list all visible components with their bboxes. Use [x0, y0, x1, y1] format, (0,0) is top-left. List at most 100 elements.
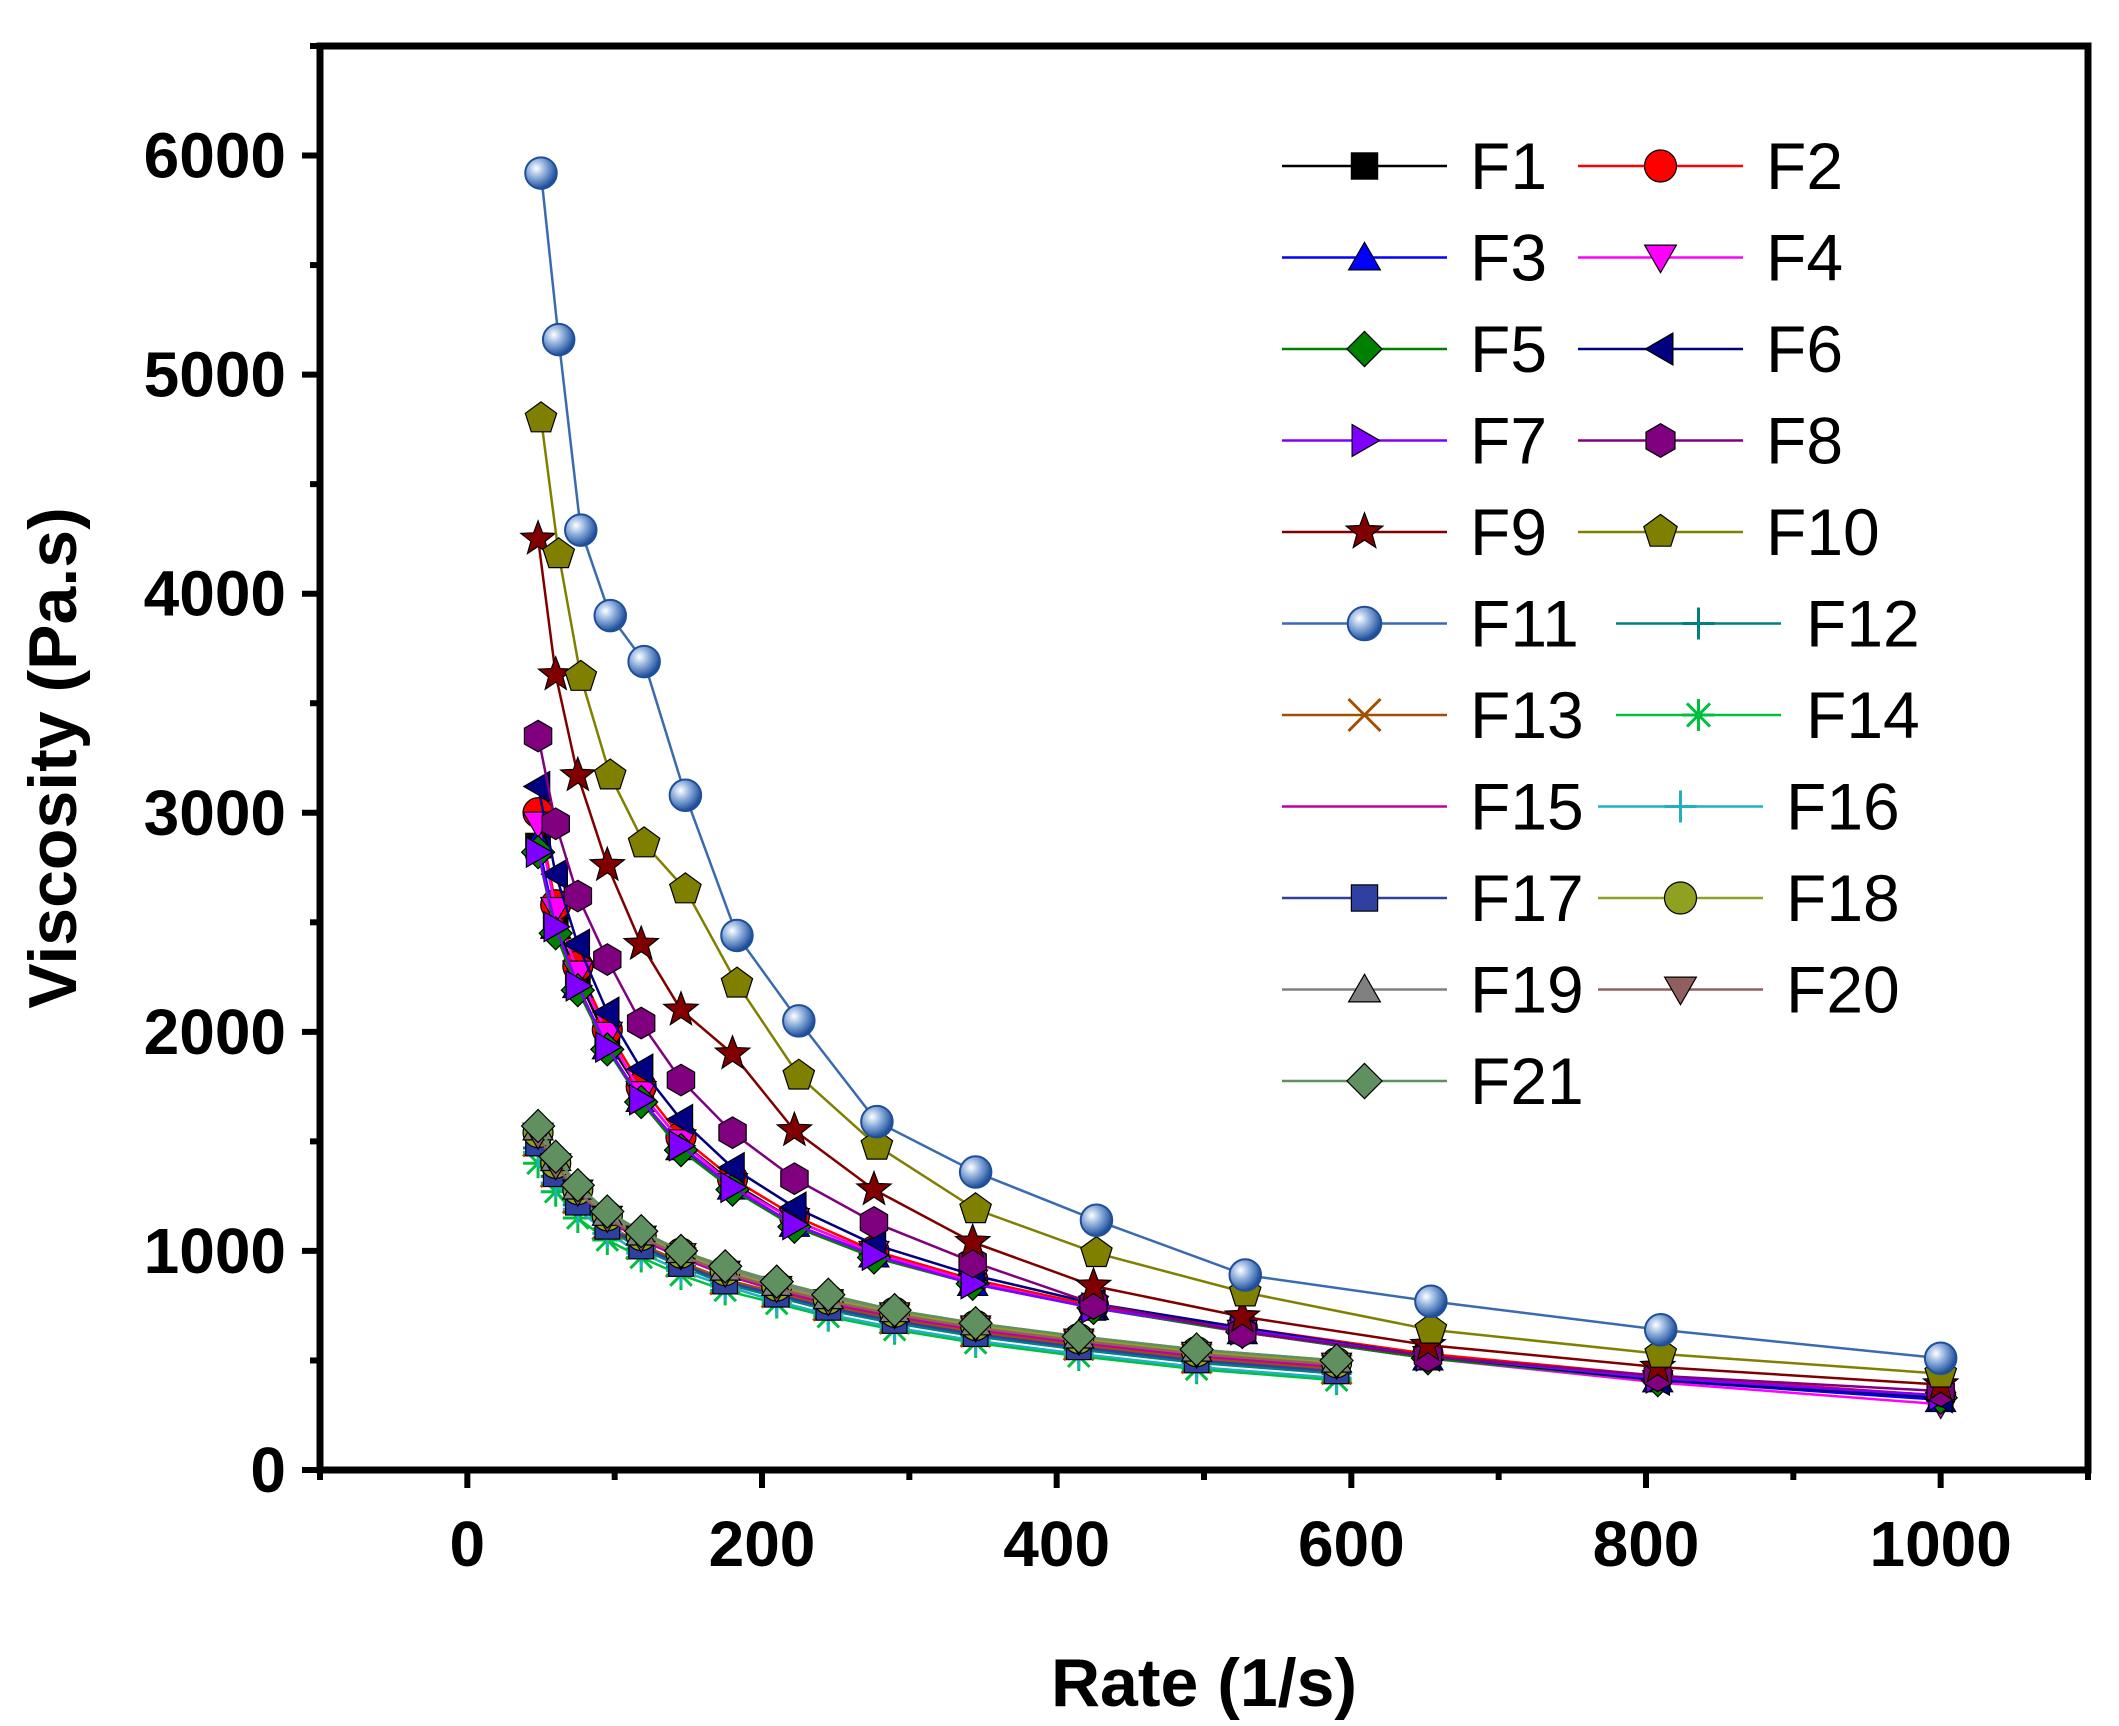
- data-point: [953, 1222, 992, 1259]
- data-point: [1061, 1319, 1097, 1354]
- legend-label: F18: [1786, 861, 1900, 935]
- legend-marker: [1682, 699, 1715, 731]
- data-point: [1228, 1258, 1263, 1292]
- data-point: [759, 1264, 795, 1299]
- y-tick-label: 6000: [144, 120, 286, 192]
- data-point: [520, 1108, 556, 1144]
- data-point: [782, 1004, 816, 1038]
- legend-item-f19: F19: [1282, 953, 1584, 1027]
- legend-item-f9: F9: [1282, 495, 1547, 569]
- y-tick-label: 2000: [144, 996, 286, 1068]
- data-point: [595, 1031, 623, 1064]
- data-point: [1414, 1284, 1448, 1319]
- data-point: [1223, 1296, 1262, 1333]
- data-point: [662, 990, 700, 1026]
- legend-marker: [1347, 973, 1382, 1003]
- data-point: [859, 1206, 889, 1239]
- data-point: [543, 910, 572, 943]
- y-tick-label: 0: [250, 1434, 286, 1506]
- data-point: [810, 1277, 846, 1313]
- data-point: [713, 1034, 752, 1070]
- legend-marker: [1643, 513, 1678, 547]
- legend-item-f2: F2: [1578, 129, 1843, 203]
- legend-marker: [1682, 607, 1715, 640]
- legend-item-f6: F6: [1578, 312, 1843, 386]
- y-tick-label: 4000: [144, 558, 286, 630]
- series-f10: [524, 401, 1958, 1388]
- data-point: [593, 598, 627, 633]
- legend-item-f10: F10: [1578, 495, 1880, 569]
- legend-marker: [1645, 423, 1676, 458]
- data-point: [663, 1233, 699, 1269]
- legend-item-f16: F16: [1598, 770, 1900, 844]
- legend-label: F11: [1470, 587, 1579, 661]
- data-point: [958, 1305, 993, 1341]
- data-point: [1414, 1312, 1448, 1344]
- legend-marker: [1344, 511, 1385, 549]
- data-point: [720, 966, 754, 998]
- data-point: [588, 845, 627, 882]
- series-f11: [524, 156, 1958, 1376]
- legend-item-f12: F12: [1616, 587, 1920, 661]
- data-point: [523, 719, 553, 753]
- data-point: [524, 156, 558, 190]
- data-point: [541, 322, 576, 357]
- data-point: [541, 807, 571, 841]
- legend-label: F4: [1766, 221, 1843, 295]
- data-point: [958, 1155, 993, 1189]
- legend-marker: [1347, 241, 1382, 271]
- data-point: [593, 943, 622, 976]
- legend-label: F6: [1766, 312, 1843, 386]
- legend-label: F14: [1806, 678, 1920, 752]
- axis-layer: 0 200 400 600 800 1000 0 1000 2000 3000 4000 5000 60…: [144, 43, 2091, 1580]
- data-point: [591, 996, 620, 1029]
- data-point: [668, 872, 702, 904]
- legend-marker: [1643, 244, 1678, 274]
- data-point: [959, 1192, 993, 1224]
- legend-label: F9: [1470, 495, 1547, 569]
- data-point: [1179, 1332, 1214, 1367]
- data-point: [622, 924, 660, 961]
- data-point: [860, 1128, 894, 1160]
- legend-item-f8: F8: [1578, 404, 1843, 478]
- legend-marker: [1663, 881, 1698, 915]
- data-point: [625, 1053, 654, 1086]
- legend-item-f17: F17: [1282, 861, 1584, 935]
- legend-marker: [1346, 330, 1383, 368]
- data-point: [782, 1058, 816, 1090]
- data-point: [562, 928, 591, 961]
- data-point: [565, 969, 594, 1002]
- legend-marker: [1644, 332, 1674, 366]
- y-tick-label: 5000: [144, 339, 286, 411]
- data-point: [860, 1104, 894, 1139]
- data-point: [718, 1116, 747, 1150]
- data-point: [855, 1169, 893, 1206]
- data-point: [564, 659, 598, 691]
- data-point: [542, 537, 576, 569]
- data-point: [522, 770, 551, 803]
- x-tick-label: 1000: [1869, 1508, 2011, 1580]
- x-tick-label: 400: [1003, 1508, 1110, 1580]
- data-point: [668, 778, 703, 812]
- legend-item-f14: F14: [1616, 678, 1920, 752]
- legend: F1 F2 F3 F4 F5 F6 F7 F8 F9 F10 F11 F12 F13 F14 F15 F16 F…: [1282, 129, 1920, 1118]
- data-point: [628, 1083, 657, 1116]
- legend-marker: [1643, 149, 1678, 183]
- data-point: [559, 755, 597, 792]
- legend-label: F15: [1470, 770, 1584, 844]
- y-axis-title: Viscosity (Pa.s): [15, 507, 91, 1008]
- x-tick-label: 800: [1593, 1508, 1700, 1580]
- legend-label: F8: [1766, 404, 1843, 478]
- legend-label: F7: [1470, 404, 1547, 478]
- legend-item-f18: F18: [1598, 861, 1900, 935]
- legend-label: F1: [1470, 129, 1547, 203]
- series-layer: [519, 156, 1960, 1420]
- data-point: [707, 1248, 743, 1284]
- data-point: [877, 1292, 912, 1328]
- data-point: [627, 826, 661, 858]
- data-point: [717, 1151, 745, 1184]
- data-point: [563, 879, 593, 913]
- x-axis-title: Rate (1/s): [1051, 1645, 1357, 1721]
